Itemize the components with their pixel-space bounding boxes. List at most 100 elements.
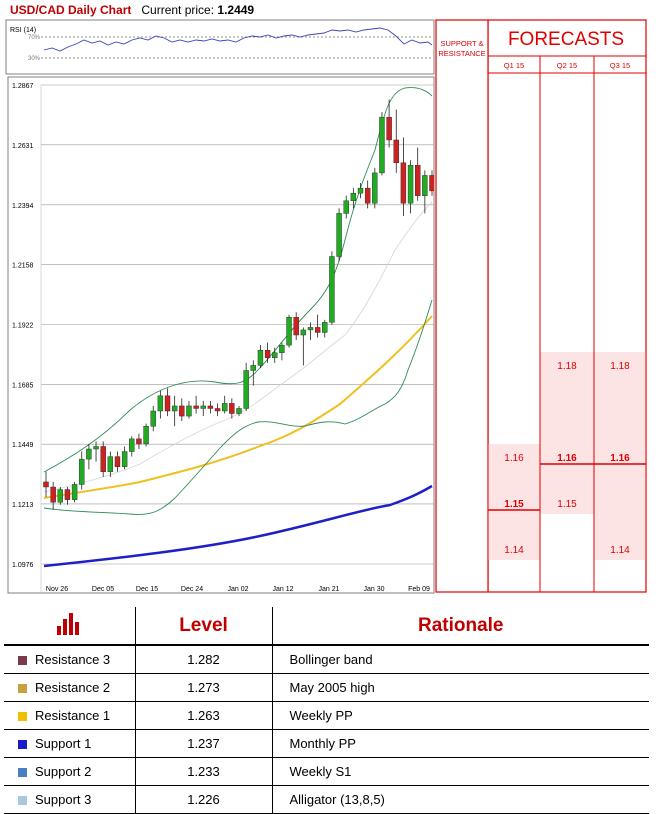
forecast-band	[594, 352, 646, 560]
candle	[50, 481, 56, 510]
y-tick-label: 1.2867	[12, 83, 34, 90]
forecast-value: 1.16	[540, 453, 594, 465]
rsi-high: 70%	[28, 35, 41, 41]
candle	[107, 451, 114, 477]
level-name: Support 3	[35, 791, 92, 807]
x-tick-label: Jan 21	[318, 586, 339, 593]
forecast-label: 1.18	[557, 361, 577, 372]
candle	[257, 345, 264, 368]
table-row: Support 3 1.226 Alligator (13,8,5)	[4, 785, 649, 814]
candle	[71, 481, 78, 503]
candle	[200, 400, 206, 417]
level-rationale: Alligator (13,8,5)	[271, 785, 649, 814]
candle	[279, 342, 285, 361]
forecast-value: 1.14	[504, 545, 524, 556]
candle	[243, 362, 249, 412]
level-value: 1.233	[134, 757, 272, 786]
bollinger-lower	[43, 299, 433, 515]
level-color-swatch	[18, 683, 27, 693]
x-tick-label: Dec 24	[181, 586, 203, 593]
candle	[343, 195, 349, 219]
chart-title: USD/CAD Daily Chart	[10, 3, 132, 17]
level-color-swatch	[18, 711, 27, 721]
candle	[143, 423, 149, 447]
candle	[329, 251, 335, 325]
usdcad-chart: RSI (14) 70% 30% 1.2867 1.2631 1.2394 1.215…	[5, 19, 647, 594]
candle	[272, 347, 278, 363]
bar-chart-icon	[4, 607, 135, 646]
moving-average-200	[43, 484, 433, 568]
candle	[372, 167, 378, 209]
candle	[386, 99, 392, 148]
current-price: Current price: 1.2449	[141, 3, 254, 17]
level-name: Resistance 1	[35, 707, 111, 723]
level-value: 1.263	[134, 701, 272, 730]
level-rationale: May 2005 high	[271, 673, 649, 702]
candle	[293, 312, 299, 341]
level-rationale: Weekly S1	[271, 757, 649, 786]
level-name-cell: Support 3	[4, 785, 135, 814]
candle	[164, 388, 171, 417]
x-tick-label: Jan 02	[227, 586, 248, 593]
level-name: Resistance 2	[35, 679, 111, 695]
candle	[171, 395, 178, 427]
forecast-title: FORECASTS	[508, 29, 624, 50]
y-axis-ticks: 1.2867 1.2631 1.2394 1.2158 1.1922 1.1685 1.14…	[12, 83, 34, 569]
sr-panel-title-2: RESISTANCE	[438, 49, 485, 58]
candle	[379, 112, 385, 176]
y-tick-label: 1.1922	[12, 322, 34, 329]
forecast-value: 1.18	[557, 361, 577, 372]
x-axis-ticks: Nov 26 Dec 05 Dec 15 Dec 24 Jan 02 Jan 12 Jan …	[46, 586, 430, 593]
candle	[264, 342, 271, 363]
level-header: Level	[134, 607, 272, 646]
forecast-value: 1.16	[594, 453, 646, 465]
candle	[100, 441, 106, 477]
forecast-label: 1.16	[610, 453, 630, 464]
y-tick-label: 1.2394	[12, 203, 34, 210]
y-tick-label: 1.0976	[12, 562, 34, 569]
forecast-band	[540, 352, 594, 514]
table-row: Resistance 3 1.282 Bollinger band	[4, 645, 649, 674]
forecast-label: 1.14	[504, 545, 524, 556]
rsi-panel: RSI (14) 70% 30%	[5, 19, 435, 75]
candle	[186, 400, 192, 419]
x-tick-label: Nov 26	[46, 586, 68, 593]
moving-average-55	[43, 315, 433, 499]
rsi-low: 30%	[28, 56, 41, 62]
candle	[157, 390, 164, 419]
bar-chart-icon-svg	[57, 613, 80, 635]
candle	[314, 314, 321, 338]
candle	[357, 183, 364, 199]
bollinger-upper	[43, 87, 433, 473]
candle	[300, 327, 307, 366]
forecast-value: 1.15	[488, 499, 540, 511]
level-rationale: Monthly PP	[271, 729, 649, 758]
x-tick-label: Dec 05	[92, 586, 114, 593]
level-name-cell: Resistance 3	[4, 645, 135, 674]
quarter-q2: Q2 15	[557, 61, 577, 70]
candle	[86, 443, 92, 470]
y-tick-label: 1.1449	[12, 442, 34, 449]
plot-grid	[40, 84, 434, 593]
candle	[322, 319, 328, 338]
y-tick-label: 1.1213	[12, 502, 34, 509]
bollinger-middle	[43, 201, 433, 493]
level-value: 1.273	[134, 673, 272, 702]
candle	[57, 486, 63, 505]
candle	[336, 208, 342, 262]
candle	[307, 322, 314, 341]
level-value: 1.237	[134, 729, 272, 758]
price-plot	[7, 76, 435, 594]
x-tick-label: Jan 12	[272, 586, 293, 593]
x-tick-label: Jan 30	[363, 586, 384, 593]
forecast-label: 1.14	[610, 545, 630, 556]
candle	[350, 188, 357, 209]
sr-panel-title-1: SUPPORT &	[440, 39, 483, 48]
candlesticks	[43, 99, 434, 510]
candle	[364, 180, 371, 209]
forecast-label: 1.16	[504, 453, 524, 464]
quarter-q1: Q1 15	[504, 61, 524, 70]
forecast-label: 1.18	[610, 361, 630, 372]
candle	[43, 471, 49, 498]
forecast-label: 1.16	[557, 453, 577, 464]
